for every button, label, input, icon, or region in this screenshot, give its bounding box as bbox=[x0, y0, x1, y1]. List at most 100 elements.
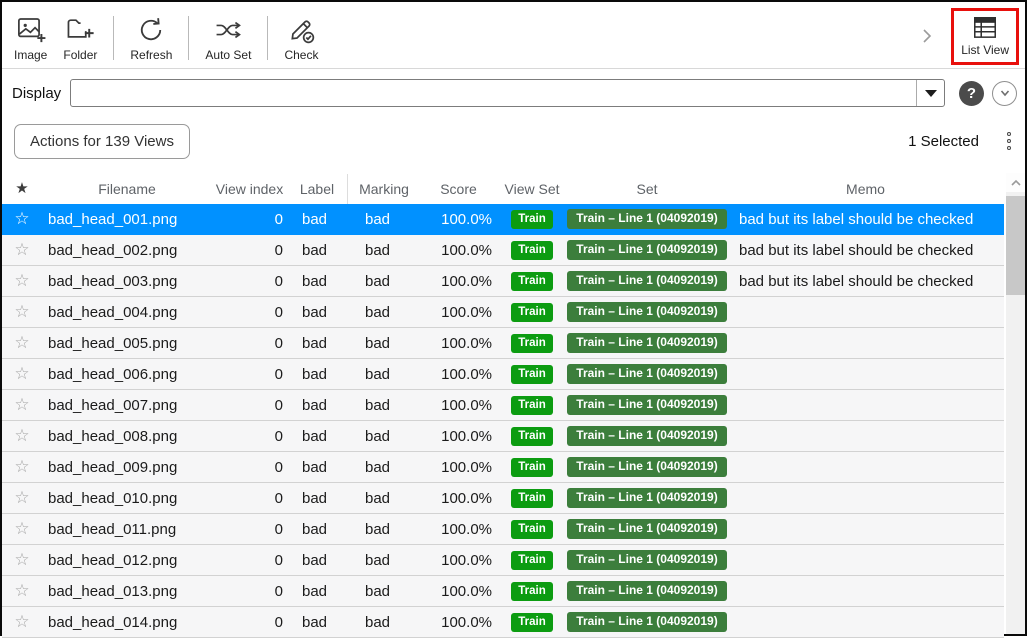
combobox-dropdown-button[interactable] bbox=[916, 80, 944, 106]
list-view-label: List View bbox=[961, 42, 1009, 57]
table-row[interactable]: ☆ bad_head_002.png 0 bad bad 100.0% Trai… bbox=[2, 235, 1004, 266]
display-bar: Display ? bbox=[2, 69, 1025, 117]
table-body: ☆ bad_head_001.png 0 bad bad 100.0% Trai… bbox=[2, 204, 1025, 638]
star-icon[interactable]: ☆ bbox=[14, 240, 30, 259]
display-combobox[interactable] bbox=[70, 79, 945, 107]
cell-view-set: Train bbox=[497, 240, 567, 260]
cell-score: 100.0% bbox=[441, 551, 492, 569]
star-icon[interactable]: ☆ bbox=[14, 209, 30, 228]
help-button[interactable]: ? bbox=[959, 80, 984, 106]
check-button[interactable]: Check bbox=[276, 4, 326, 68]
header-score[interactable]: Score bbox=[440, 181, 477, 197]
cell-marking: bad bbox=[365, 303, 391, 321]
table-row[interactable]: ☆ bad_head_006.png 0 bad bad 100.0% Trai… bbox=[2, 359, 1004, 390]
collapse-button[interactable] bbox=[992, 80, 1017, 106]
image-button[interactable]: Image bbox=[6, 4, 55, 68]
cell-label: bad bbox=[302, 427, 328, 445]
header-star-icon[interactable]: ★ bbox=[15, 180, 29, 197]
refresh-button[interactable]: Refresh bbox=[122, 4, 180, 68]
cell-marking: bad bbox=[365, 489, 391, 507]
table-row[interactable]: ☆ bad_head_008.png 0 bad bad 100.0% Trai… bbox=[2, 421, 1004, 452]
header-view-set[interactable]: View Set bbox=[504, 181, 560, 197]
star-icon[interactable]: ☆ bbox=[14, 612, 30, 631]
header-view-index[interactable]: View index bbox=[215, 181, 284, 197]
cell-label: bad bbox=[302, 365, 328, 383]
cell-filename: bad_head_001.png bbox=[48, 210, 178, 228]
star-icon[interactable]: ☆ bbox=[14, 271, 30, 290]
cell-set: Train – Line 1 (04092019) bbox=[567, 240, 727, 260]
cell-filename: bad_head_008.png bbox=[48, 427, 178, 445]
table-row[interactable]: ☆ bad_head_011.png 0 bad bad 100.0% Trai… bbox=[2, 514, 1004, 545]
cell-marking: bad bbox=[365, 582, 391, 600]
toolbar-overflow-chevron-icon[interactable] bbox=[919, 26, 935, 46]
shuffle-icon bbox=[212, 15, 244, 45]
set-badge: Train – Line 1 (04092019) bbox=[567, 581, 727, 601]
selected-count: 1 Selected bbox=[908, 132, 979, 150]
cell-view-set: Train bbox=[497, 488, 567, 508]
toolbar-separator bbox=[267, 16, 269, 60]
cell-view-index: 0 bbox=[274, 334, 283, 352]
star-icon[interactable]: ☆ bbox=[14, 457, 30, 476]
kebab-menu-icon[interactable] bbox=[1003, 130, 1015, 152]
scrollbar-thumb[interactable] bbox=[1006, 196, 1025, 295]
header-label[interactable]: Label bbox=[299, 181, 335, 197]
scroll-up-button[interactable] bbox=[1006, 173, 1025, 192]
cell-filename: bad_head_003.png bbox=[48, 272, 178, 290]
star-icon[interactable]: ☆ bbox=[14, 395, 30, 414]
view-set-badge: Train bbox=[511, 427, 553, 446]
table-row[interactable]: ☆ bad_head_013.png 0 bad bad 100.0% Trai… bbox=[2, 576, 1004, 607]
set-badge: Train – Line 1 (04092019) bbox=[567, 550, 727, 570]
cell-label: bad bbox=[302, 303, 328, 321]
star-icon[interactable]: ☆ bbox=[14, 333, 30, 352]
folder-button[interactable]: Folder bbox=[55, 4, 105, 68]
cell-view-index: 0 bbox=[274, 210, 283, 228]
star-icon[interactable]: ☆ bbox=[14, 302, 30, 321]
table-row[interactable]: ☆ bad_head_010.png 0 bad bad 100.0% Trai… bbox=[2, 483, 1004, 514]
table-row[interactable]: ☆ bad_head_004.png 0 bad bad 100.0% Trai… bbox=[2, 297, 1004, 328]
cell-set: Train – Line 1 (04092019) bbox=[567, 333, 727, 353]
view-set-badge: Train bbox=[511, 396, 553, 415]
header-memo[interactable]: Memo bbox=[846, 181, 885, 197]
table-row[interactable]: ☆ bad_head_012.png 0 bad bad 100.0% Trai… bbox=[2, 545, 1004, 576]
display-input[interactable] bbox=[71, 80, 916, 106]
list-view-button[interactable]: List View bbox=[959, 13, 1011, 59]
pencil-check-icon bbox=[286, 15, 316, 45]
table-row[interactable]: ☆ bad_head_009.png 0 bad bad 100.0% Trai… bbox=[2, 452, 1004, 483]
star-icon[interactable]: ☆ bbox=[14, 426, 30, 445]
cell-score: 100.0% bbox=[441, 241, 492, 259]
star-icon[interactable]: ☆ bbox=[14, 364, 30, 383]
cell-view-set: Train bbox=[497, 395, 567, 415]
toolbar-separator bbox=[188, 16, 190, 60]
toolbar: Image Folder Refresh bbox=[2, 2, 1025, 68]
table-row[interactable]: ☆ bad_head_014.png 0 bad bad 100.0% Trai… bbox=[2, 607, 1004, 638]
views-table: ★ Filename View index Label Marking Scor… bbox=[2, 174, 1025, 638]
set-badge: Train – Line 1 (04092019) bbox=[567, 209, 727, 229]
star-icon[interactable]: ☆ bbox=[14, 519, 30, 538]
star-icon[interactable]: ☆ bbox=[14, 581, 30, 600]
toolbar-button-label: Image bbox=[14, 48, 48, 62]
actions-button[interactable]: Actions for 139 Views bbox=[14, 123, 190, 159]
table-row[interactable]: ☆ bad_head_007.png 0 bad bad 100.0% Trai… bbox=[2, 390, 1004, 421]
header-filename[interactable]: Filename bbox=[98, 181, 156, 197]
table-row[interactable]: ☆ bad_head_001.png 0 bad bad 100.0% Trai… bbox=[2, 204, 1004, 235]
cell-score: 100.0% bbox=[441, 396, 492, 414]
table-row[interactable]: ☆ bad_head_003.png 0 bad bad 100.0% Trai… bbox=[2, 266, 1004, 297]
cell-view-index: 0 bbox=[274, 613, 283, 631]
cell-score: 100.0% bbox=[441, 303, 492, 321]
cell-view-index: 0 bbox=[274, 458, 283, 476]
cell-score: 100.0% bbox=[441, 334, 492, 352]
toolbar-button-label: Auto Set bbox=[205, 48, 252, 62]
auto-set-button[interactable]: Auto Set bbox=[197, 4, 259, 68]
cell-view-set: Train bbox=[497, 581, 567, 601]
table-row[interactable]: ☆ bad_head_005.png 0 bad bad 100.0% Trai… bbox=[2, 328, 1004, 359]
view-set-badge: Train bbox=[511, 334, 553, 353]
header-set[interactable]: Set bbox=[636, 181, 658, 197]
vertical-scrollbar[interactable] bbox=[1006, 173, 1025, 634]
cell-view-set: Train bbox=[497, 457, 567, 477]
view-set-badge: Train bbox=[511, 551, 553, 570]
star-icon[interactable]: ☆ bbox=[14, 488, 30, 507]
set-badge: Train – Line 1 (04092019) bbox=[567, 364, 727, 384]
cell-label: bad bbox=[302, 334, 328, 352]
star-icon[interactable]: ☆ bbox=[14, 550, 30, 569]
header-marking[interactable]: Marking bbox=[347, 174, 420, 204]
